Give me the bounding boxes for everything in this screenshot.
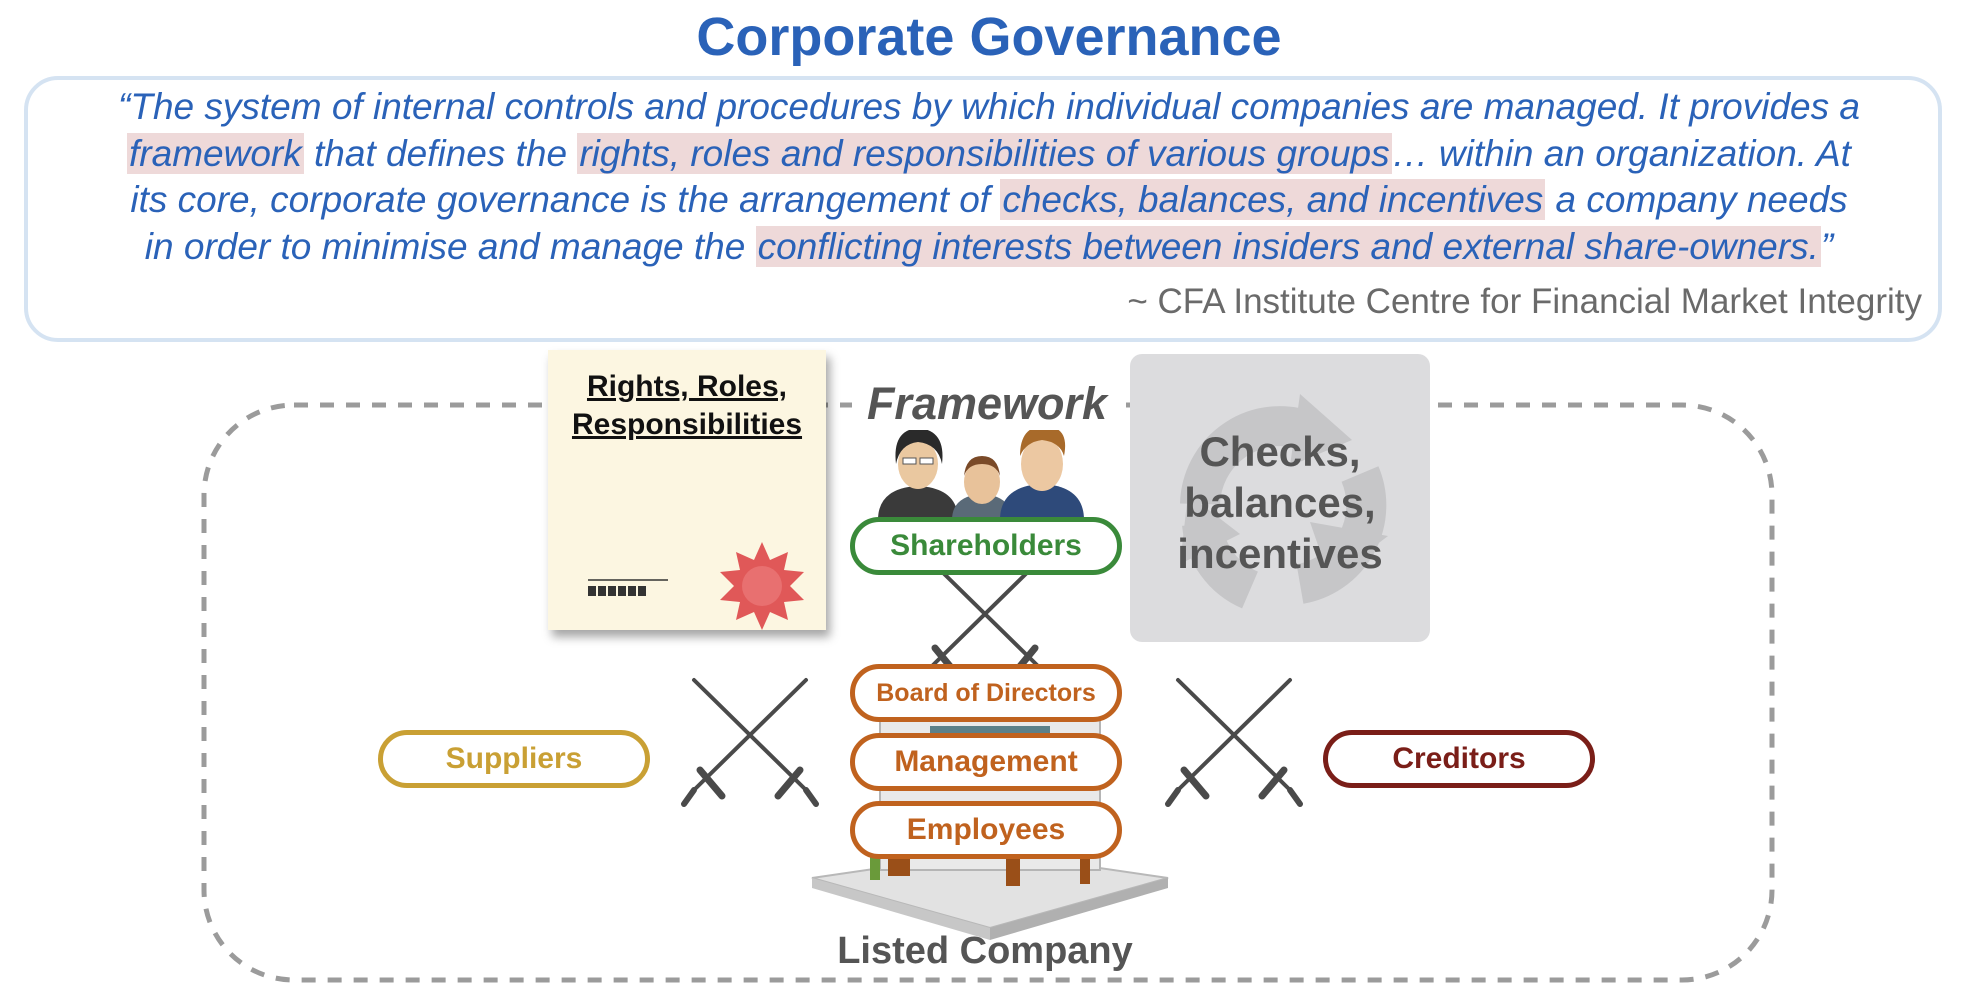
framework-label: Framework bbox=[852, 378, 1122, 430]
checks-balances-card: Checks, balances, incentives bbox=[1130, 354, 1430, 642]
checks-text: Checks, balances, incentives bbox=[1130, 426, 1430, 579]
listed-company-label: Listed Company bbox=[837, 930, 1133, 972]
highlight-conflicts: conflicting interests between insiders a… bbox=[755, 225, 1821, 267]
highlight-checks: checks, balances, and incentives bbox=[1000, 179, 1546, 220]
quote-line-2-end: … within an organization. At bbox=[1391, 132, 1851, 174]
management-label: Management bbox=[894, 745, 1078, 778]
quote-line-1: “The system of internal controls and pro… bbox=[118, 86, 1860, 127]
shareholders-pill: Shareholders bbox=[850, 517, 1122, 575]
checks-line-3: incentives bbox=[1177, 530, 1383, 577]
certificate-title-line-2: Responsibilities bbox=[571, 408, 803, 441]
cycle-arrows-icon bbox=[1180, 394, 1388, 609]
certificate-seal-icon bbox=[588, 542, 804, 630]
quote-line-4-start: in order to minimise and manage the bbox=[144, 225, 756, 267]
person-man-icon bbox=[952, 456, 1012, 520]
suppliers-pill: Suppliers bbox=[378, 730, 650, 788]
management-pill: Management bbox=[850, 733, 1122, 791]
rights-certificate: Rights, Roles, Responsibilities bbox=[548, 350, 826, 630]
board-of-directors-pill: Board of Directors bbox=[850, 664, 1122, 722]
quote-attribution: ~ CFA Institute Centre for Financial Mar… bbox=[1127, 282, 1922, 321]
highlight-framework: framework bbox=[127, 132, 304, 174]
page-title: Corporate Governance bbox=[696, 7, 1282, 67]
quote-line-4-end: ” bbox=[1820, 225, 1834, 267]
quote-line-3-start: its core, corporate governance is the ar… bbox=[130, 179, 1001, 220]
employees-label: Employees bbox=[906, 813, 1066, 846]
shareholders-label: Shareholders bbox=[890, 529, 1082, 562]
creditors-pill: Creditors bbox=[1323, 730, 1595, 788]
person-man-blond-icon bbox=[1000, 426, 1084, 520]
highlight-rights: rights, roles and responsibilities of va… bbox=[577, 132, 1392, 174]
employees-pill: Employees bbox=[850, 801, 1122, 859]
checks-line-2: balances, bbox=[1184, 479, 1376, 526]
board-label: Board of Directors bbox=[876, 678, 1096, 707]
creditors-label: Creditors bbox=[1392, 742, 1526, 775]
quote-box bbox=[24, 76, 1942, 342]
person-woman-icon bbox=[878, 428, 958, 520]
quote-line-3-end: a company needs bbox=[1545, 179, 1848, 220]
crossed-swords-icon-left bbox=[681, 678, 819, 807]
certificate-title: Rights, Roles, Responsibilities bbox=[548, 368, 826, 444]
definition-quote: “The system of internal controls and pro… bbox=[50, 84, 1928, 270]
suppliers-label: Suppliers bbox=[445, 742, 583, 775]
crossed-swords-icon-right bbox=[1165, 678, 1303, 807]
certificate-title-line-1: Rights, Roles, bbox=[586, 370, 788, 403]
checks-line-1: Checks, bbox=[1199, 428, 1361, 475]
quote-line-2-mid: that defines the bbox=[303, 132, 578, 174]
